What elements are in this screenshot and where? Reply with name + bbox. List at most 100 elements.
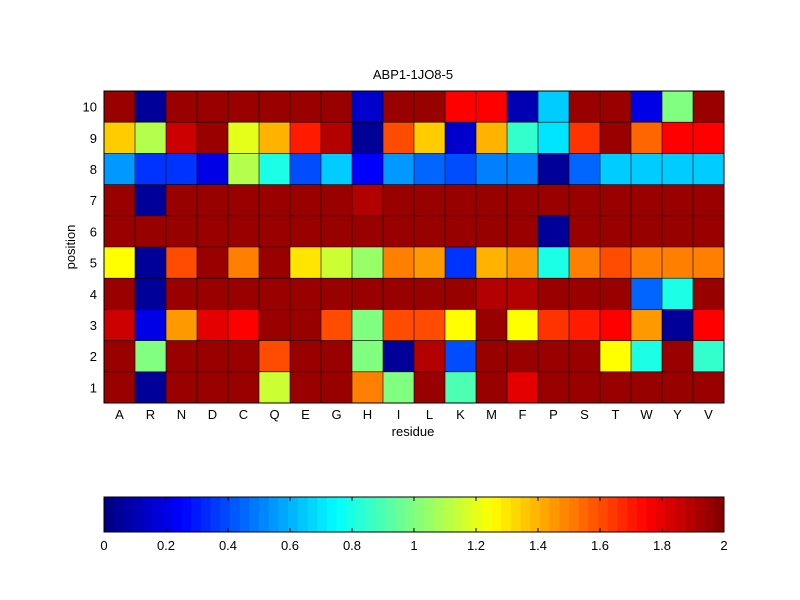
heatmap-cell xyxy=(600,122,632,154)
plot-frame xyxy=(103,90,725,404)
heatmap-cell xyxy=(538,122,570,154)
colorbar-tick-label: 0.2 xyxy=(157,538,175,553)
heatmap-cell xyxy=(693,278,725,310)
colorbar-segment xyxy=(152,497,163,532)
heatmap-cell xyxy=(166,184,198,217)
heatmap-cell xyxy=(631,278,663,310)
heatmap-cell xyxy=(104,122,136,154)
x-tick-label: Q xyxy=(269,407,279,422)
heatmap-cell xyxy=(228,215,260,248)
heatmap-cell xyxy=(197,215,229,248)
y-axis-label: position xyxy=(63,225,78,270)
heatmap-cell xyxy=(290,215,322,248)
heatmap-cell xyxy=(507,371,539,404)
colorbar xyxy=(104,497,725,532)
colorbar-segment xyxy=(462,497,473,532)
heatmap-cell xyxy=(228,153,260,185)
heatmap-cell xyxy=(290,122,322,154)
y-tick-label: 5 xyxy=(90,256,97,271)
heatmap-cell xyxy=(166,215,198,248)
heatmap-cells xyxy=(104,91,725,404)
colorbar-segment xyxy=(443,497,454,532)
heatmap-cell xyxy=(507,91,539,123)
colorbar-segment xyxy=(510,497,521,532)
colorbar-segment xyxy=(210,497,221,532)
heatmap-cell xyxy=(693,371,725,404)
heatmap-cell xyxy=(631,215,663,248)
heatmap-cell xyxy=(290,91,322,123)
heatmap-cell xyxy=(352,371,384,404)
x-tick-label: E xyxy=(301,407,310,422)
colorbar-tick-label: 0.6 xyxy=(281,538,299,553)
heatmap-cell xyxy=(693,247,725,279)
colorbar-segment xyxy=(665,497,676,532)
heatmap-cell xyxy=(135,278,167,310)
heatmap-cell xyxy=(414,153,446,185)
heatmap-cell xyxy=(352,153,384,185)
heatmap-cell xyxy=(259,215,291,248)
heatmap-cell xyxy=(414,122,446,154)
colorbar-segment xyxy=(578,497,589,532)
heatmap-cell xyxy=(166,153,198,185)
heatmap-cell xyxy=(631,184,663,217)
heatmap-cell xyxy=(538,278,570,310)
colorbar-segment xyxy=(259,497,270,532)
heatmap-cell xyxy=(476,184,508,217)
colorbar-tick-label: 0.4 xyxy=(219,538,237,553)
colorbar-tick-label: 1.6 xyxy=(591,538,609,553)
heatmap-cell xyxy=(414,309,446,341)
heatmap-grid xyxy=(104,91,724,403)
x-tick-label: G xyxy=(331,407,341,422)
colorbar-segment xyxy=(297,497,308,532)
heatmap-cell xyxy=(662,340,694,373)
colorbar-segment xyxy=(326,497,337,532)
heatmap-cell xyxy=(569,340,601,373)
heatmap-cell xyxy=(476,340,508,373)
x-axis-label: residue xyxy=(392,424,435,439)
heatmap-cell xyxy=(600,371,632,404)
heatmap-cell xyxy=(507,153,539,185)
x-tick-label: V xyxy=(704,407,713,422)
heatmap-cell xyxy=(383,309,415,341)
heatmap-cell xyxy=(166,247,198,279)
heatmap-cell xyxy=(228,122,260,154)
heatmap-cell xyxy=(445,278,477,310)
y-tick-label: 3 xyxy=(90,318,97,333)
y-tick-label: 8 xyxy=(90,162,97,177)
x-tick-label: W xyxy=(640,407,653,422)
heatmap-cell xyxy=(259,122,291,154)
heatmap-cell xyxy=(104,278,136,310)
colorbar-tick-label: 1.4 xyxy=(529,538,547,553)
y-tick-label: 2 xyxy=(90,349,97,364)
x-tick-label: N xyxy=(177,407,186,422)
heatmap-cell xyxy=(352,340,384,373)
chart-title: ABP1-1JO8-5 xyxy=(373,67,453,82)
heatmap-cell xyxy=(693,122,725,154)
colorbar-segment xyxy=(142,497,153,532)
heatmap-cell xyxy=(104,340,136,373)
colorbar-segment xyxy=(162,497,173,532)
heatmap-cell xyxy=(600,278,632,310)
colorbar-segment xyxy=(171,497,182,532)
heatmap-cell xyxy=(414,278,446,310)
colorbar-segment xyxy=(588,497,599,532)
heatmap-cell xyxy=(507,247,539,279)
heatmap-cell xyxy=(507,309,539,341)
heatmap-cell xyxy=(166,122,198,154)
heatmap-cell xyxy=(631,340,663,373)
heatmap-cell xyxy=(693,215,725,248)
heatmap-cell xyxy=(662,122,694,154)
heatmap-cell xyxy=(414,215,446,248)
heatmap-cell xyxy=(445,153,477,185)
colorbar-tick-label: 0 xyxy=(100,538,107,553)
heatmap-cell xyxy=(569,278,601,310)
heatmap-cell xyxy=(352,309,384,341)
heatmap-cell xyxy=(662,215,694,248)
heatmap-cell xyxy=(290,371,322,404)
heatmap-cell xyxy=(383,91,415,123)
colorbar-segment xyxy=(355,497,366,532)
heatmap-cell xyxy=(290,278,322,310)
heatmap-cell xyxy=(352,122,384,154)
colorbar-segment xyxy=(307,497,318,532)
